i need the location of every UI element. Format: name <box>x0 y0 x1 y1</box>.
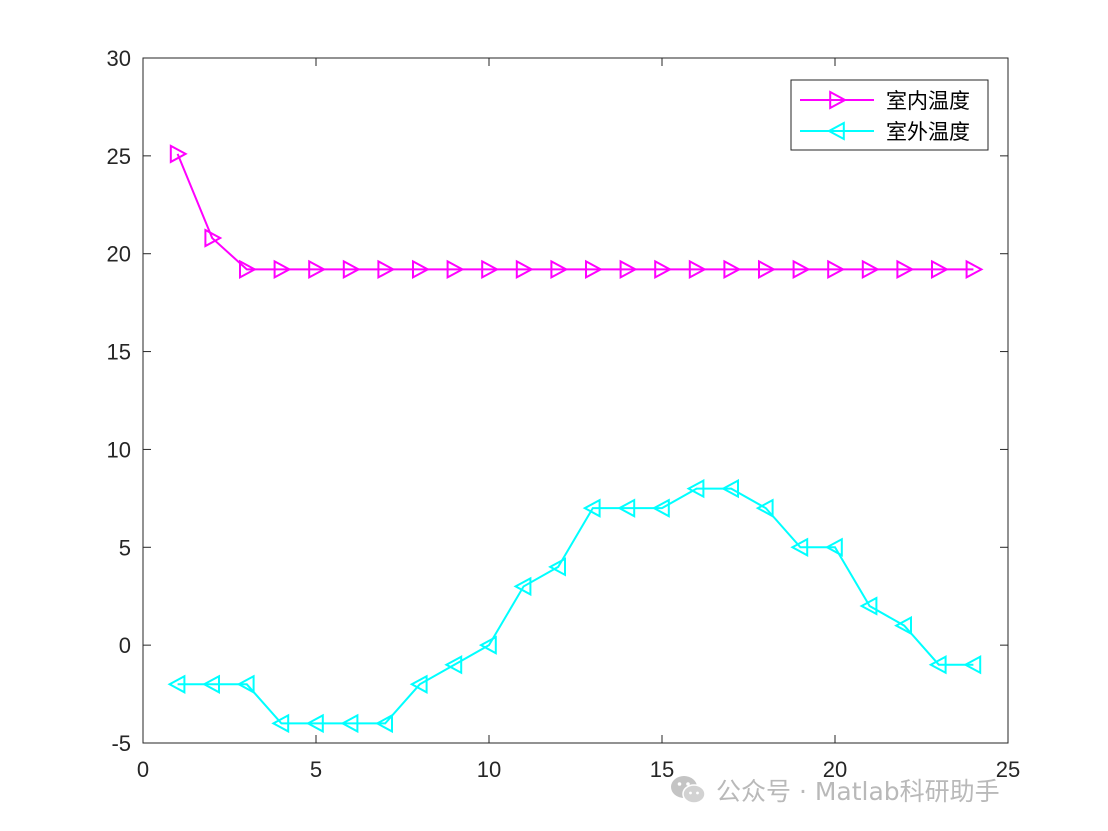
data-point <box>308 259 327 280</box>
data-point <box>204 228 223 248</box>
data-point <box>827 259 846 280</box>
legend-label-outdoor: 室外温度 <box>886 120 970 144</box>
data-point <box>271 713 290 734</box>
data-point <box>723 259 742 280</box>
data-point <box>721 478 739 499</box>
x-tick-label: 15 <box>650 757 674 782</box>
data-point <box>861 259 880 280</box>
data-point <box>409 674 428 694</box>
series-line-1 <box>177 487 974 725</box>
data-point <box>342 259 361 280</box>
data-point <box>375 713 393 734</box>
legend-marker-outdoor <box>826 121 845 141</box>
data-point <box>548 557 566 577</box>
data-point <box>928 655 947 675</box>
series-line-0 <box>176 153 974 271</box>
y-tick-label: 20 <box>107 242 131 267</box>
y-tick-label: -5 <box>111 731 131 756</box>
watermark-text: 公众号 · Matlab科研助手 <box>716 777 1000 806</box>
data-point <box>931 259 949 280</box>
data-point <box>236 674 255 694</box>
y-tick-label: 25 <box>107 144 131 169</box>
data-point <box>758 259 776 280</box>
data-point <box>167 674 186 694</box>
data-point <box>824 537 843 557</box>
series-layer <box>167 144 984 734</box>
data-point <box>550 259 569 280</box>
data-point <box>965 259 984 280</box>
y-tick-label: 0 <box>119 633 131 658</box>
data-point <box>686 478 705 499</box>
data-point <box>654 259 673 280</box>
data-point <box>478 635 497 655</box>
x-tick-label: 0 <box>137 757 149 782</box>
data-point <box>446 259 465 280</box>
x-tick-labels: 0 5 10 15 20 25 <box>137 757 1020 782</box>
y-tick-labels: -5 0 5 10 15 20 25 30 <box>107 46 131 756</box>
x-tick-label: 25 <box>996 757 1020 782</box>
data-point <box>202 674 220 694</box>
data-point <box>377 259 396 280</box>
legend-label-indoor: 室内温度 <box>886 89 970 113</box>
data-point <box>340 713 359 734</box>
plot-area <box>142 57 1009 744</box>
data-point <box>273 259 292 280</box>
data-point <box>169 144 188 164</box>
data-point <box>859 596 878 616</box>
data-point <box>239 259 257 280</box>
x-tick-label: 10 <box>477 757 501 782</box>
data-point <box>513 576 532 597</box>
axis-ticks <box>142 57 1009 744</box>
y-tick-label: 10 <box>107 437 131 462</box>
legend: 室内温度 室外温度 <box>790 79 989 151</box>
y-tick-label: 5 <box>119 535 131 560</box>
data-point <box>515 259 534 280</box>
y-tick-label: 30 <box>107 46 131 71</box>
data-point <box>651 498 670 518</box>
data-point <box>619 259 638 280</box>
data-point <box>305 713 324 734</box>
legend-marker-indoor <box>829 90 848 110</box>
data-point <box>963 655 982 675</box>
x-tick-label: 20 <box>823 757 847 782</box>
x-tick-label: 5 <box>310 757 322 782</box>
data-point <box>582 498 601 518</box>
legend-box <box>790 79 989 151</box>
watermark: 公众号 · Matlab科研助手 <box>668 770 1000 810</box>
data-point <box>481 259 500 280</box>
data-point <box>790 537 809 557</box>
data-point <box>896 259 915 280</box>
data-point <box>412 259 430 280</box>
data-point <box>617 498 636 518</box>
y-tick-label: 15 <box>107 340 131 365</box>
data-point <box>585 259 603 280</box>
data-point <box>444 655 463 675</box>
data-point <box>688 259 707 280</box>
data-point <box>792 259 811 280</box>
data-point <box>755 498 774 518</box>
wechat-icon <box>671 776 706 804</box>
data-point <box>894 615 912 636</box>
